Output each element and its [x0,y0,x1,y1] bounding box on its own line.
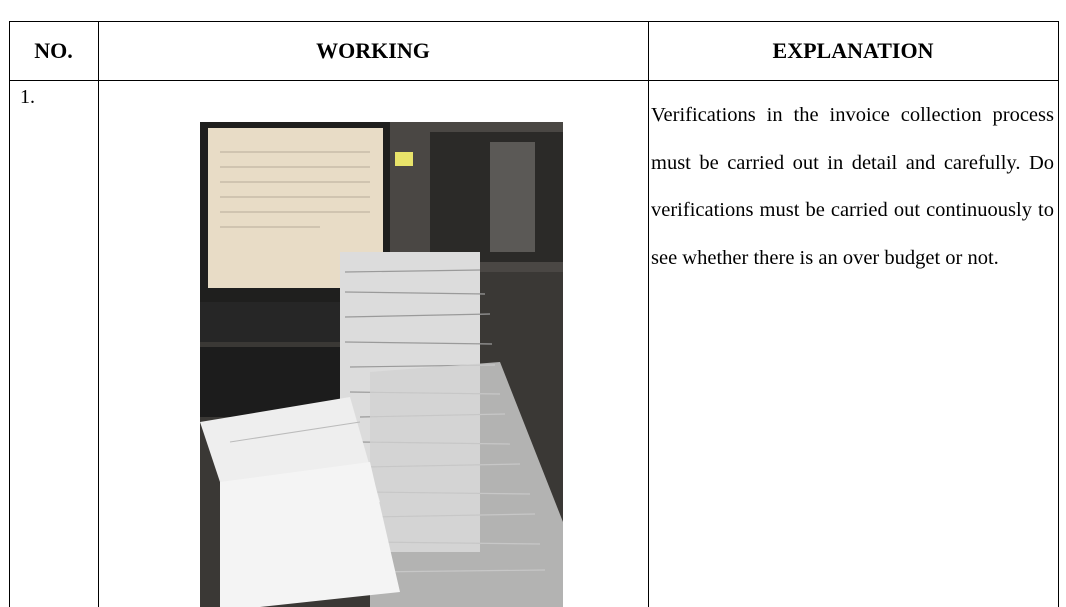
header-cell: EXPLANATION [772,38,934,63]
table-border [9,21,1059,22]
table-border [1058,21,1059,607]
photo [200,122,563,607]
table-border [9,21,10,607]
header-cell: NO. [34,38,73,63]
header-cell: WORKING [316,38,430,63]
explanation-text: Verifications in the invoice collection … [651,104,1054,269]
table-border [98,21,99,607]
row-number: 1. [20,86,35,108]
table-border [648,21,649,607]
table-border [9,80,1059,81]
